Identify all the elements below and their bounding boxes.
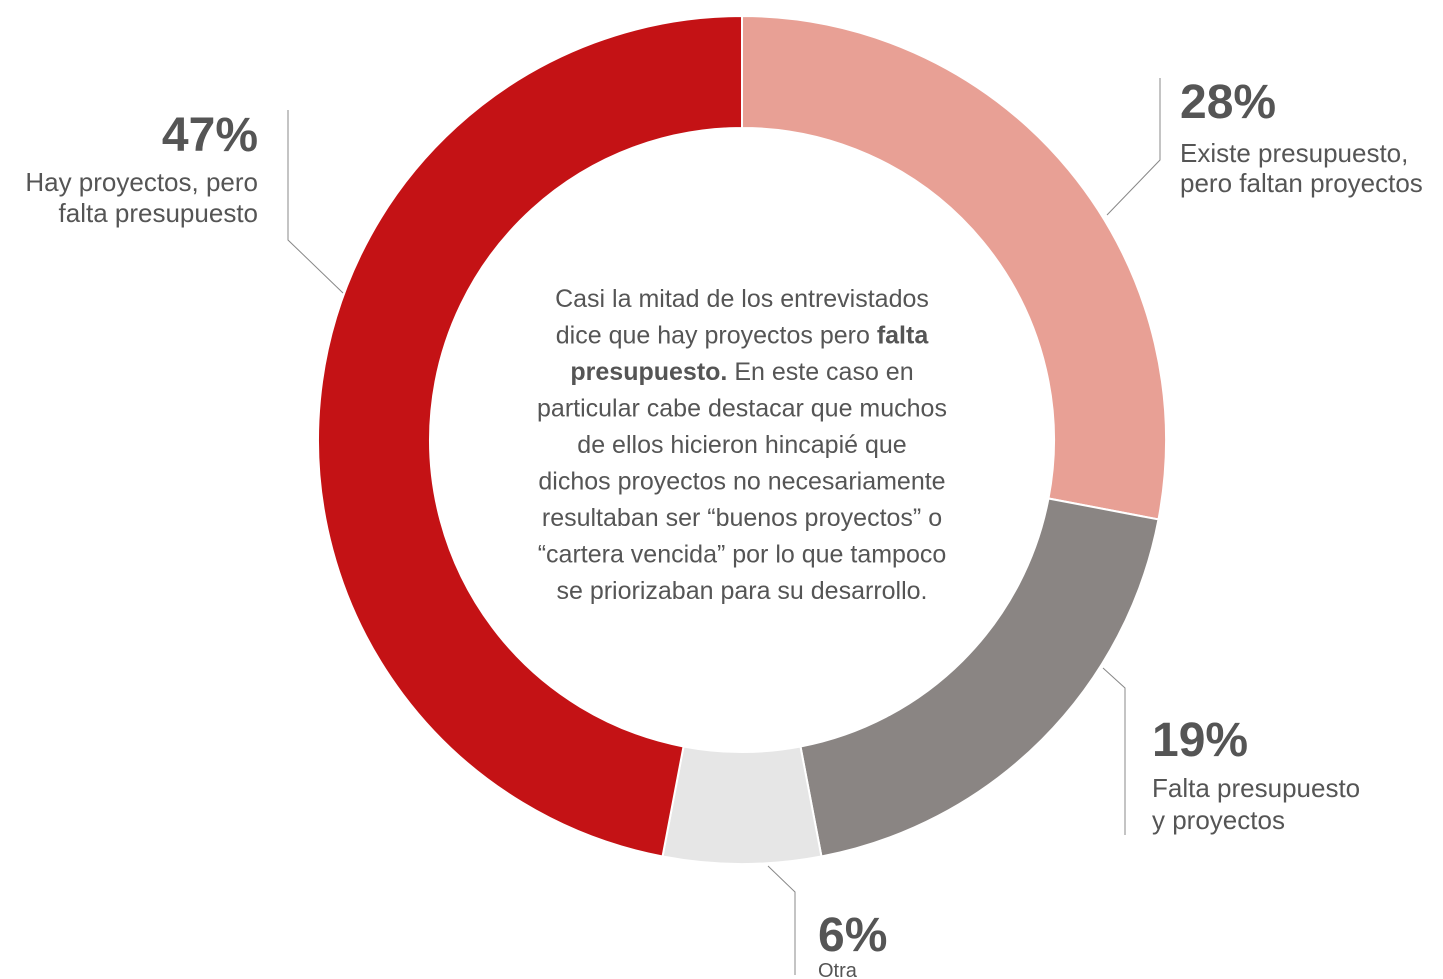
annotation-run: En este caso en	[727, 358, 913, 386]
annotation-run: particular cabe destacar que muchos	[537, 395, 947, 423]
annotation-line: dice que hay proyectos pero falta	[556, 322, 930, 350]
value-label: 19%	[1152, 714, 1248, 767]
annotation-run: “cartera vencida” por lo que tampoco	[538, 541, 947, 569]
leader-line	[1102, 667, 1126, 835]
donut-slice	[661, 745, 823, 866]
annotation-run: se priorizaban para su desarrollo.	[556, 577, 927, 605]
annotation-run: resultaban ser “buenos proyectos” o	[542, 504, 942, 532]
donut-slice	[741, 14, 1167, 521]
leader-line	[287, 110, 344, 294]
annotation-line: particular cabe destacar que muchos	[537, 395, 947, 423]
slice-label: falta presupuesto	[59, 198, 258, 228]
annotation-line: de ellos hicieron hincapié que	[577, 431, 906, 459]
annotation-run: dichos proyectos no necesariamente	[538, 468, 945, 496]
annotation-run: presupuesto.	[570, 358, 727, 386]
leader-line	[767, 865, 796, 975]
annotation-line: Casi la mitad de los entrevistados	[555, 285, 929, 313]
slice-label: Hay proyectos, pero	[25, 167, 258, 197]
slice-label: Otra	[818, 960, 858, 979]
annotation-run: de ellos hicieron hincapié que	[577, 431, 906, 459]
annotation-line: se priorizaban para su desarrollo.	[556, 577, 927, 605]
annotation-line: dichos proyectos no necesariamente	[538, 468, 945, 496]
leader-line	[1106, 78, 1161, 216]
value-label: 47%	[162, 109, 258, 162]
slice-label: Falta presupuesto	[1152, 773, 1360, 803]
slice-label: pero faltan proyectos	[1180, 168, 1423, 198]
donut-slice	[317, 14, 743, 858]
value-label: 6%	[818, 909, 887, 962]
slice-label: Existe presupuesto,	[1180, 138, 1408, 168]
annotation-line: “cartera vencida” por lo que tampoco	[538, 541, 947, 569]
annotation-line: presupuesto. En este caso en	[570, 358, 913, 386]
annotation-run: dice que hay proyectos pero	[556, 322, 877, 350]
value-label: 28%	[1180, 76, 1276, 129]
annotation-run: Casi la mitad de los entrevistados	[555, 285, 929, 313]
slice-label: y proyectos	[1152, 805, 1285, 835]
annotation-line: resultaban ser “buenos proyectos” o	[542, 504, 942, 532]
annotation-run: falta	[877, 322, 930, 350]
